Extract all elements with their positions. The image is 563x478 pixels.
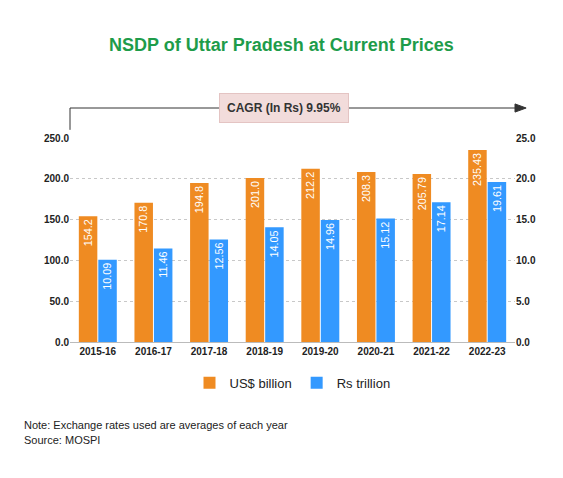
svg-text:2019-20: 2019-20 bbox=[302, 346, 339, 357]
svg-text:170.8: 170.8 bbox=[137, 206, 149, 233]
svg-text:235.43: 235.43 bbox=[471, 153, 483, 186]
svg-text:14.96: 14.96 bbox=[324, 223, 336, 250]
svg-text:15.0: 15.0 bbox=[516, 214, 536, 225]
svg-text:CAGR (In Rs) 9.95%: CAGR (In Rs) 9.95% bbox=[227, 101, 341, 115]
svg-text:0.0: 0.0 bbox=[55, 337, 69, 348]
svg-text:2020-21: 2020-21 bbox=[358, 346, 395, 357]
svg-text:10.09: 10.09 bbox=[101, 263, 113, 290]
svg-text:20.0: 20.0 bbox=[516, 173, 536, 184]
svg-text:50.0: 50.0 bbox=[50, 296, 70, 307]
svg-text:17.14: 17.14 bbox=[435, 205, 447, 232]
svg-text:Rs trillion: Rs trillion bbox=[337, 376, 390, 391]
svg-text:12.56: 12.56 bbox=[213, 243, 225, 270]
svg-text:250.0: 250.0 bbox=[44, 133, 69, 144]
svg-text:15.12: 15.12 bbox=[379, 222, 391, 249]
svg-text:154.2: 154.2 bbox=[82, 219, 94, 246]
svg-text:212.2: 212.2 bbox=[304, 172, 316, 199]
svg-text:100.0: 100.0 bbox=[44, 255, 69, 266]
svg-text:Note: Exchange rates used are: Note: Exchange rates used are averages o… bbox=[24, 419, 288, 431]
svg-text:0.0: 0.0 bbox=[516, 337, 530, 348]
svg-text:200.0: 200.0 bbox=[44, 173, 69, 184]
svg-text:205.79: 205.79 bbox=[416, 177, 428, 210]
svg-text:Source: MOSPI: Source: MOSPI bbox=[24, 434, 100, 446]
svg-text:US$ billion: US$ billion bbox=[230, 376, 292, 391]
svg-text:2022-23: 2022-23 bbox=[469, 346, 506, 357]
svg-text:10.0: 10.0 bbox=[516, 255, 536, 266]
svg-text:194.8: 194.8 bbox=[193, 186, 205, 213]
svg-text:5.0: 5.0 bbox=[516, 296, 530, 307]
svg-text:2017-18: 2017-18 bbox=[191, 346, 228, 357]
svg-text:201.0: 201.0 bbox=[249, 181, 261, 208]
svg-text:2018-19: 2018-19 bbox=[246, 346, 283, 357]
svg-text:19.61: 19.61 bbox=[491, 185, 503, 212]
svg-text:2021-22: 2021-22 bbox=[413, 346, 450, 357]
svg-text:14.05: 14.05 bbox=[268, 230, 280, 257]
svg-text:NSDP of Uttar Pradesh at Curre: NSDP of Uttar Pradesh at Current Prices bbox=[109, 35, 454, 55]
svg-text:208.3: 208.3 bbox=[360, 175, 372, 202]
svg-text:2016-17: 2016-17 bbox=[135, 346, 172, 357]
svg-text:11.46: 11.46 bbox=[157, 251, 169, 277]
svg-text:2015-16: 2015-16 bbox=[79, 346, 116, 357]
svg-text:150.0: 150.0 bbox=[44, 214, 69, 225]
svg-text:25.0: 25.0 bbox=[516, 133, 536, 144]
